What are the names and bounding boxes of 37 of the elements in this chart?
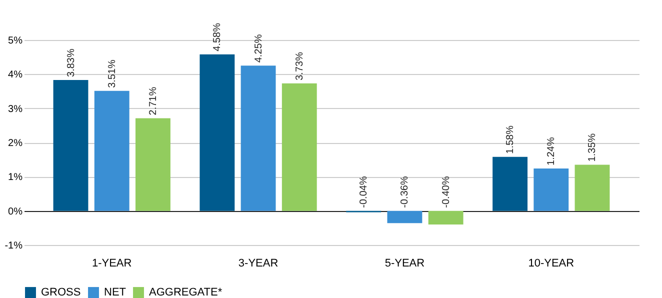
bar (53, 80, 88, 211)
y-tick-label: 3% (8, 104, 23, 115)
x-tick-label: 5-YEAR (384, 258, 425, 270)
legend-label: NET (104, 286, 126, 298)
data-label: 3.73% (294, 52, 306, 80)
bar (135, 118, 170, 211)
bar (94, 90, 130, 211)
data-label: 1.35% (587, 133, 598, 162)
bar (387, 210, 422, 224)
data-label: 1.24% (546, 137, 558, 166)
y-tick-label: 4% (8, 70, 23, 81)
data-label: 4.25% (253, 34, 264, 63)
legend-label: AGGREGATE* (149, 286, 223, 298)
bar (492, 156, 528, 211)
bar (534, 168, 569, 211)
x-tick-label: 10-YEAR (528, 258, 574, 270)
y-tick-label: 0% (8, 206, 23, 218)
y-tick-label: 2% (8, 138, 23, 149)
data-label: -0.40% (440, 176, 452, 208)
data-label: -0.36% (400, 176, 411, 208)
data-label: 1.58% (505, 125, 516, 154)
y-tick-label: 5% (8, 36, 23, 46)
bar (240, 66, 276, 211)
data-label: 3.83% (66, 48, 77, 77)
bar (282, 83, 317, 211)
legend-label: GROSS (41, 286, 81, 298)
bar (428, 210, 464, 224)
data-label: 4.58% (212, 22, 224, 52)
data-label: 3.51% (106, 59, 118, 88)
x-tick-label: 3-YEAR (238, 258, 278, 270)
data-label: 2.71% (148, 86, 159, 116)
x-tick-label: 1-YEAR (92, 258, 132, 270)
y-tick-label: -1% (4, 240, 23, 252)
bar (574, 164, 610, 211)
data-label: -0.04% (358, 176, 370, 208)
y-tick-label: 1% (8, 172, 23, 184)
bar (200, 54, 235, 211)
